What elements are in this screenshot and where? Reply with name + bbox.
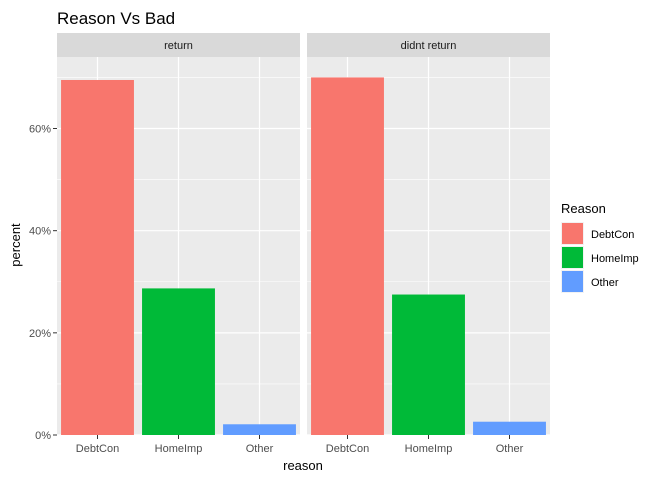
legend-swatch-other: [562, 271, 583, 292]
x-axis: DebtCon HomeImp Other DebtCon HomeImp Other: [76, 435, 524, 455]
legend-label-other: Other: [591, 277, 619, 289]
x-tick-label: DebtCon: [76, 443, 119, 455]
chart-title: Reason Vs Bad: [57, 9, 175, 28]
y-tick-label: 20%: [29, 328, 51, 340]
x-tick-label: Other: [246, 443, 274, 455]
x-tick-label: HomeImp: [405, 443, 453, 455]
x-axis-title: reason: [283, 458, 323, 473]
y-axis: 0% 20% 40% 60%: [29, 124, 57, 442]
legend-swatch-homeimp: [562, 247, 583, 268]
legend-title: Reason: [561, 201, 606, 216]
facet-strip: [57, 33, 300, 57]
bar-debtcon: [61, 79, 134, 436]
facet-panels: return didnt return: [57, 33, 550, 436]
y-axis-title: percent: [8, 223, 23, 267]
y-tick-label: 60%: [29, 124, 51, 136]
x-tick-label: HomeImp: [155, 443, 203, 455]
legend-label-homeimp: HomeImp: [591, 253, 639, 265]
legend: Reason DebtCon HomeImp Other: [561, 201, 639, 293]
facet-panel-1: didnt return: [307, 33, 550, 436]
bar-other: [223, 424, 296, 435]
facet-strip-label: return: [164, 40, 193, 52]
x-tick-label: Other: [496, 443, 524, 455]
facet-panel-0: return: [57, 33, 300, 436]
bar-homeimp: [142, 288, 215, 435]
x-tick-label: DebtCon: [326, 443, 369, 455]
legend-swatch-debtcon: [562, 223, 583, 244]
y-tick-label: 0%: [35, 430, 51, 442]
legend-label-debtcon: DebtCon: [591, 229, 634, 241]
y-tick-label: 40%: [29, 226, 51, 238]
facet-strip-label: didnt return: [401, 40, 457, 52]
bar-homeimp: [392, 294, 465, 435]
bar-debtcon: [311, 77, 384, 435]
facet-strip: [307, 33, 550, 57]
bar-other: [473, 421, 546, 435]
